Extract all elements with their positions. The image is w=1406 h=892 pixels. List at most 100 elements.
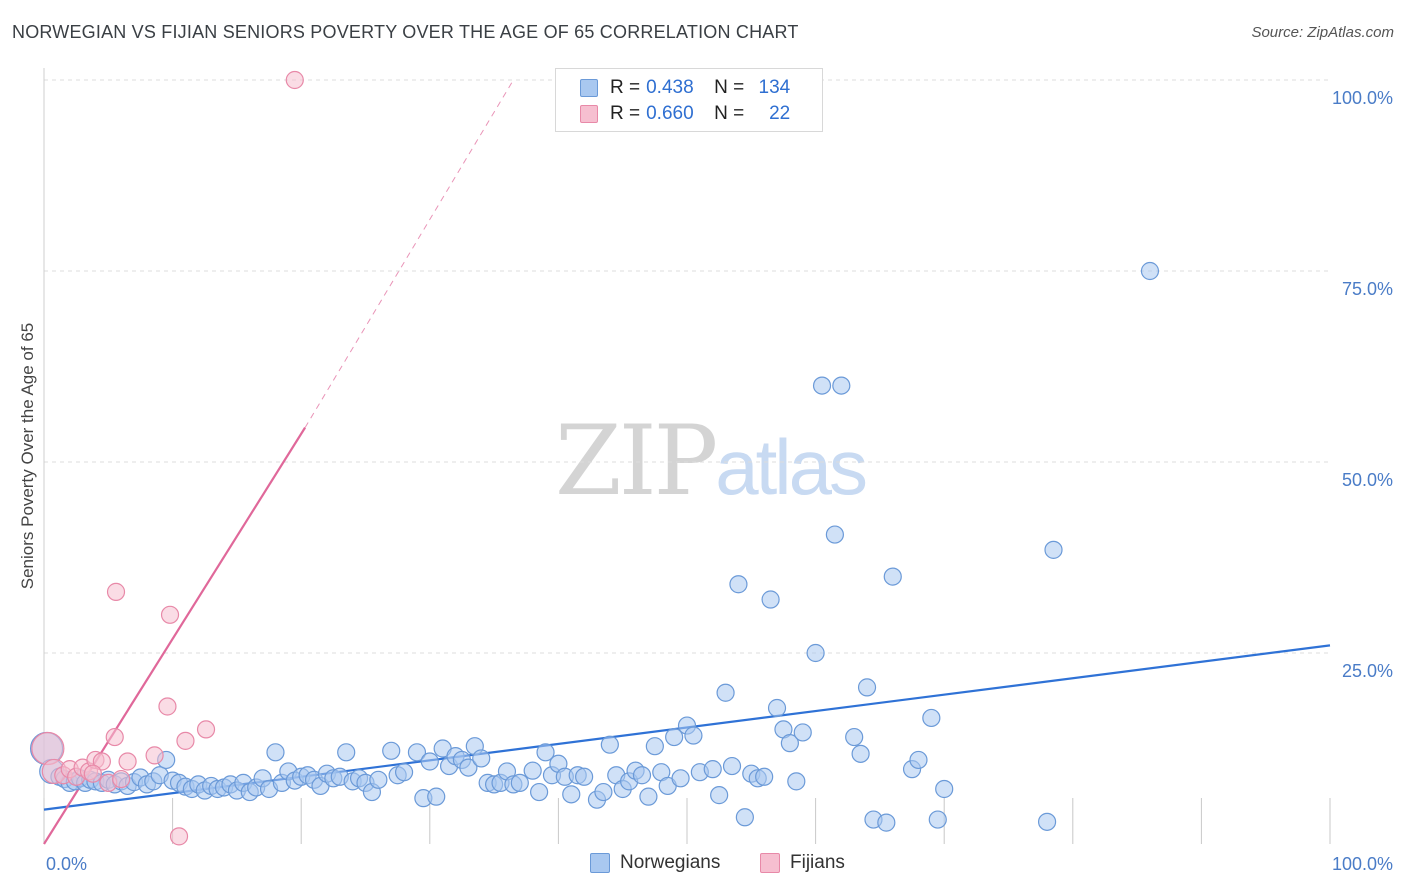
point-norwegians bbox=[459, 758, 478, 777]
point-norwegians bbox=[600, 735, 619, 754]
point-fijians bbox=[160, 605, 180, 624]
point-fijians bbox=[285, 70, 304, 90]
legend-r-label: R = bbox=[610, 103, 641, 124]
legend-swatch-pink bbox=[760, 853, 780, 873]
legend-r-value: 0.660 bbox=[646, 103, 694, 124]
point-norwegians bbox=[407, 743, 427, 762]
point-fijians bbox=[105, 727, 124, 747]
y-tick-label: 50.0% bbox=[1342, 470, 1393, 490]
legend-item-fijians: Fijians bbox=[760, 852, 845, 874]
y-tick-label: 100.0% bbox=[1332, 88, 1393, 108]
point-norwegians bbox=[645, 737, 664, 756]
point-norwegians bbox=[761, 590, 780, 609]
grid-lines bbox=[44, 79, 1330, 654]
point-fijians bbox=[158, 697, 177, 716]
point-norwegians bbox=[523, 761, 542, 780]
point-norwegians bbox=[832, 376, 851, 395]
point-norwegians bbox=[845, 727, 864, 747]
legend-item-norwegians: Norwegians bbox=[590, 852, 720, 874]
point-norwegians bbox=[1044, 540, 1063, 559]
point-fijians bbox=[145, 746, 164, 765]
point-norwegians bbox=[337, 743, 356, 762]
legend-row-fijians: R = 0.660 N = 22 bbox=[580, 102, 790, 126]
x-tick-label: 0.0% bbox=[46, 854, 87, 874]
point-norwegians bbox=[729, 575, 748, 594]
point-fijians bbox=[176, 731, 195, 750]
point-norwegians bbox=[639, 787, 658, 806]
watermark-atlas: atlas bbox=[715, 423, 868, 511]
point-norwegians bbox=[767, 698, 787, 718]
point-norwegians bbox=[394, 763, 414, 782]
point-norwegians bbox=[710, 786, 729, 805]
point-norwegians bbox=[562, 785, 581, 804]
point-fijians bbox=[118, 752, 137, 771]
point-fijians bbox=[196, 720, 216, 739]
point-fijians bbox=[83, 764, 102, 783]
point-norwegians bbox=[825, 525, 844, 544]
point-norwegians bbox=[665, 727, 684, 747]
point-norwegians bbox=[671, 769, 690, 788]
point-norwegians bbox=[806, 643, 825, 663]
y-tick-label: 25.0% bbox=[1342, 661, 1393, 681]
legend-n-value: 134 bbox=[758, 77, 791, 98]
legend-n-label: N = bbox=[714, 103, 745, 124]
legend-n-label: N = bbox=[714, 77, 745, 98]
trend-line-fijians-extension bbox=[304, 79, 514, 428]
legend-swatch-blue bbox=[580, 79, 598, 97]
point-norwegians bbox=[812, 376, 832, 395]
point-norwegians bbox=[922, 708, 941, 728]
point-norwegians bbox=[266, 743, 285, 762]
source-credit: Source: ZipAtlas.com bbox=[1251, 24, 1394, 41]
point-norwegians bbox=[935, 779, 954, 799]
point-norwegians bbox=[851, 744, 870, 763]
point-norwegians bbox=[530, 782, 549, 802]
point-norwegians bbox=[510, 773, 529, 792]
legend-swatch-pink bbox=[580, 105, 598, 123]
legend-label-norwegians: Norwegians bbox=[620, 852, 721, 873]
chart-title: NORWEGIAN VS FIJIAN SENIORS POVERTY OVER… bbox=[12, 22, 799, 42]
series-legend: Norwegians Fijians bbox=[0, 852, 1406, 878]
x-tick-label: 100.0% bbox=[1332, 854, 1393, 874]
correlation-legend: R = 0.438 N = 134 R = 0.660 N = 22 bbox=[555, 68, 823, 132]
y-tick-label: 75.0% bbox=[1342, 279, 1393, 299]
point-norwegians bbox=[594, 782, 613, 802]
point-norwegians bbox=[857, 678, 877, 697]
legend-swatch-blue bbox=[590, 853, 610, 873]
tick-labels: 25.0% 50.0% 75.0% 100.0% 0.0% 100.0% bbox=[46, 88, 1393, 874]
point-norwegians bbox=[427, 787, 446, 806]
point-norwegians bbox=[536, 743, 555, 762]
point-norwegians bbox=[787, 772, 806, 791]
point-norwegians bbox=[877, 813, 896, 832]
point-fijians bbox=[31, 731, 65, 766]
point-norwegians bbox=[1037, 812, 1057, 831]
point-norwegians bbox=[793, 723, 812, 742]
point-norwegians bbox=[632, 766, 652, 785]
point-norwegians bbox=[883, 567, 902, 586]
point-fijians bbox=[169, 827, 189, 846]
point-norwegians bbox=[420, 752, 439, 771]
legend-r-value: 0.438 bbox=[646, 77, 694, 98]
watermark-zip: ZIP bbox=[555, 405, 718, 517]
legend-n-value: 22 bbox=[769, 103, 791, 124]
point-fijians bbox=[112, 769, 131, 789]
point-fijians bbox=[106, 582, 126, 601]
legend-label-fijians: Fijians bbox=[790, 852, 845, 873]
point-norwegians bbox=[909, 750, 928, 770]
point-norwegians bbox=[382, 741, 401, 760]
point-norwegians bbox=[716, 683, 735, 702]
point-norwegians bbox=[1140, 261, 1160, 281]
point-norwegians bbox=[928, 810, 947, 829]
point-norwegians bbox=[755, 767, 774, 786]
point-fijians bbox=[92, 752, 111, 771]
point-norwegians bbox=[780, 734, 799, 753]
point-norwegians bbox=[472, 749, 491, 768]
legend-row-norwegians: R = 0.438 N = 134 bbox=[580, 76, 790, 100]
point-norwegians bbox=[575, 767, 594, 786]
point-norwegians bbox=[735, 808, 754, 827]
legend-r-label: R = bbox=[610, 77, 641, 98]
watermark: ZIPatlas bbox=[555, 405, 868, 517]
point-norwegians bbox=[369, 770, 388, 789]
data-points bbox=[29, 70, 1160, 846]
point-norwegians bbox=[722, 756, 742, 776]
